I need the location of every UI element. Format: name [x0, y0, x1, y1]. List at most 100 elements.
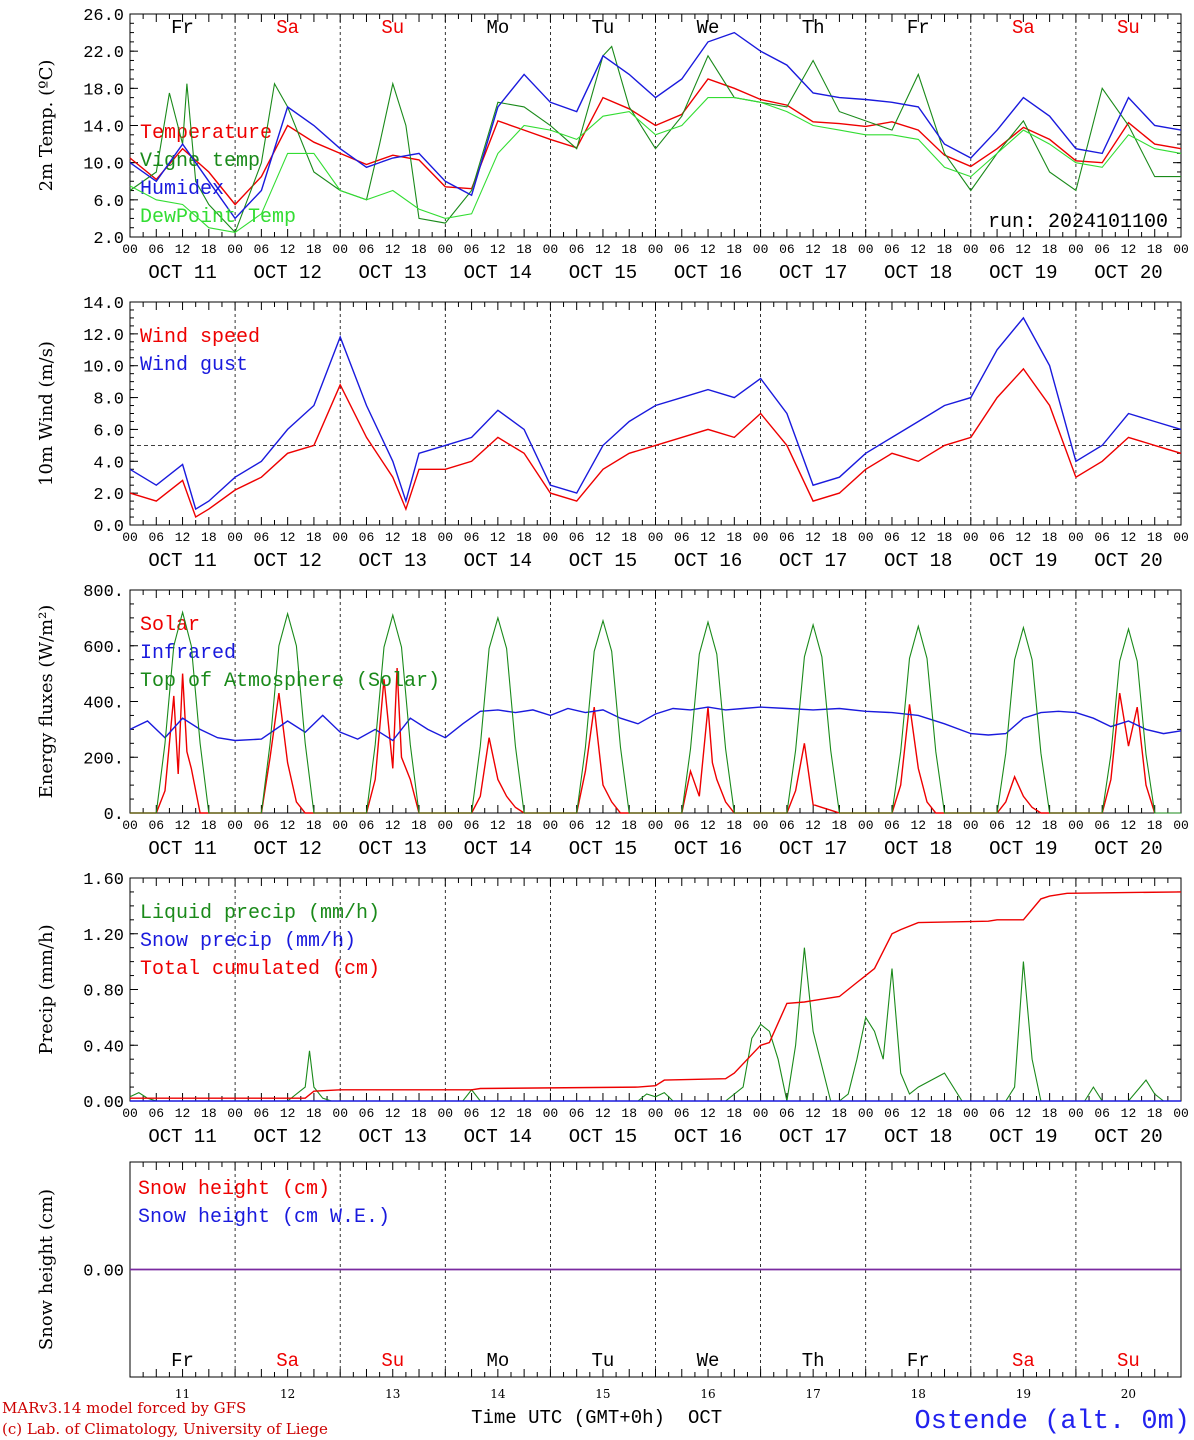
hour-tick-label: 00 — [1068, 242, 1084, 257]
y-tick-label: 0. — [104, 806, 124, 825]
y-tick-label: 200. — [83, 750, 124, 769]
legend-entry: DewPoint Temp — [140, 206, 296, 229]
hour-tick-label: 18 — [201, 242, 217, 257]
hour-tick-label: 12 — [1016, 530, 1032, 545]
day-number: 13 — [385, 1387, 400, 1401]
hour-tick-label: 00 — [648, 530, 664, 545]
hour-tick-label: 06 — [254, 242, 270, 257]
hour-tick-label: 00 — [332, 242, 348, 257]
day-number: 19 — [1016, 1387, 1031, 1401]
hour-tick-label: 06 — [884, 242, 900, 257]
day-abbr: Fr — [171, 17, 194, 39]
hour-tick-label: 12 — [805, 818, 821, 833]
panel-4: 00 06 12 18 00 06 12 18 00 06 12 18 00 06 12 18 00 06 12 18… — [36, 871, 1189, 1148]
hour-tick-label: 00 — [332, 530, 348, 545]
hour-tick-label: 18 — [937, 818, 953, 833]
series-line-red — [130, 667, 1156, 814]
day-number: 12 — [280, 1387, 295, 1401]
panel-2: 00 06 12 18 00 06 12 18 00 06 12 18 00 06 12 18 00 06 12 18… — [36, 295, 1189, 572]
y-tick-label: 800. — [83, 583, 124, 602]
hour-tick-label: 06 — [148, 530, 164, 545]
hour-tick-label: 06 — [989, 530, 1005, 545]
hour-tick-label: 00 — [858, 1106, 874, 1121]
hour-tick-label: 06 — [884, 1106, 900, 1121]
hour-tick-label: 18 — [306, 1106, 322, 1121]
hour-tick-label: 12 — [175, 530, 191, 545]
panel-3: 00 06 12 18 00 06 12 18 00 06 12 18 00 06 12 18 00 06 12 18… — [36, 583, 1189, 860]
time-axis-label: Time UTC (GMT+0h) — [471, 1407, 665, 1429]
legend-entry: Liquid precip (mm/h) — [140, 902, 380, 925]
hour-tick-label: 00 — [858, 530, 874, 545]
hour-tick-label: 00 — [753, 530, 769, 545]
hour-tick-label: 12 — [910, 242, 926, 257]
hour-tick-label: 12 — [280, 1106, 296, 1121]
hour-tick-label: 18 — [516, 1106, 532, 1121]
hour-tick-label: 12 — [700, 242, 716, 257]
y-tick-label: 1.20 — [83, 927, 124, 946]
legend-entry: Infrared — [140, 642, 236, 665]
hour-tick-label: 00 — [437, 818, 453, 833]
hour-tick-label: 18 — [727, 818, 743, 833]
legend-entry: Wind speed — [140, 326, 260, 349]
hour-tick-label: 06 — [1094, 242, 1110, 257]
model-credit: MARv3.14 model forced by GFS — [2, 1399, 246, 1417]
date-label: OCT 12 — [253, 838, 321, 860]
y-axis-label: Snow height (cm) — [36, 1189, 57, 1350]
hour-tick-label: 12 — [595, 242, 611, 257]
day-number: 18 — [911, 1387, 926, 1401]
day-abbr: Tu — [592, 1350, 615, 1372]
hour-tick-label: 06 — [359, 1106, 375, 1121]
hour-tick-label: 06 — [359, 242, 375, 257]
y-tick-label: 22.0 — [83, 44, 124, 63]
date-label: OCT 14 — [464, 1126, 532, 1148]
day-abbr: Th — [802, 1350, 825, 1372]
date-label: OCT 16 — [674, 262, 742, 284]
date-label: OCT 18 — [884, 262, 952, 284]
hour-tick-label: 00 — [437, 1106, 453, 1121]
hour-tick-label: 00 — [1173, 530, 1189, 545]
hour-tick-label: 06 — [1094, 1106, 1110, 1121]
hour-tick-label: 12 — [280, 242, 296, 257]
hour-tick-label: 00 — [227, 530, 243, 545]
y-tick-label: 0.00 — [83, 1263, 124, 1282]
date-label: OCT 13 — [359, 1126, 427, 1148]
hour-tick-label: 12 — [700, 818, 716, 833]
legend-entry: Humidex — [140, 178, 224, 201]
y-tick-label: 0.80 — [83, 983, 124, 1002]
hour-tick-label: 06 — [674, 242, 690, 257]
hour-tick-label: 06 — [569, 242, 585, 257]
date-label: OCT 12 — [253, 262, 321, 284]
hour-tick-label: 12 — [385, 1106, 401, 1121]
day-abbr: Th — [802, 17, 825, 39]
hour-tick-label: 00 — [1068, 818, 1084, 833]
hour-tick-label: 18 — [411, 530, 427, 545]
hour-tick-label: 00 — [858, 818, 874, 833]
date-label: OCT 11 — [148, 838, 216, 860]
legend-entry: Top of Atmosphere (Solar) — [140, 670, 440, 693]
hour-tick-label: 06 — [569, 818, 585, 833]
hour-tick-label: 00 — [332, 818, 348, 833]
hour-tick-label: 06 — [989, 818, 1005, 833]
y-axis-label: Precip (mm/h) — [36, 924, 57, 1054]
day-abbr: Fr — [907, 17, 930, 39]
hour-tick-label: 06 — [254, 1106, 270, 1121]
hour-tick-label: 00 — [543, 242, 559, 257]
plot-frame — [129, 589, 1182, 814]
hour-tick-label: 06 — [884, 530, 900, 545]
y-tick-label: 0.0 — [93, 518, 124, 537]
date-label: OCT 19 — [989, 1126, 1057, 1148]
hour-tick-label: 06 — [779, 242, 795, 257]
hour-tick-label: 06 — [569, 1106, 585, 1121]
date-label: OCT 17 — [779, 550, 847, 572]
hour-tick-label: 18 — [1042, 818, 1058, 833]
hour-tick-label: 00 — [648, 1106, 664, 1121]
date-label: OCT 11 — [148, 1126, 216, 1148]
legend-entry: Snow precip (mm/h) — [140, 930, 356, 953]
hour-tick-label: 12 — [595, 1106, 611, 1121]
hour-tick-label: 12 — [1121, 242, 1137, 257]
hour-tick-label: 18 — [832, 1106, 848, 1121]
hour-tick-label: 18 — [306, 818, 322, 833]
hour-tick-label: 12 — [805, 1106, 821, 1121]
hour-tick-label: 18 — [621, 242, 637, 257]
y-tick-label: 18.0 — [83, 81, 124, 100]
